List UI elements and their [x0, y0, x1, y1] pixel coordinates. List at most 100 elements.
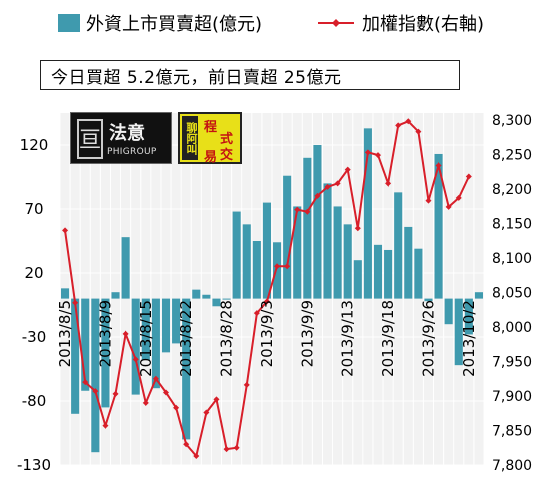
bar: [91, 298, 100, 453]
x-axis-tick-label: 2013/10/2: [460, 300, 478, 377]
index-point: [213, 396, 220, 403]
index-point: [425, 197, 432, 204]
index-point: [304, 208, 311, 215]
bar: [373, 244, 383, 299]
index-point: [334, 180, 341, 187]
x-axis-tick-label: 2013/9/18: [379, 300, 397, 377]
index-point: [163, 389, 169, 396]
bar: [172, 298, 181, 344]
badge-side-text: 聊阿叫: [182, 116, 198, 160]
right-axis-tick-label: 8,300: [492, 113, 532, 129]
bar: [464, 298, 473, 335]
trading-badge-logo: 聊阿叫 程 式 交 易: [178, 112, 242, 165]
index-point: [465, 173, 472, 180]
bar: [212, 298, 221, 307]
bar: [394, 192, 403, 299]
bar: [404, 226, 413, 299]
badge-glyph-2: 式: [220, 132, 234, 147]
index-point: [203, 409, 210, 416]
bar-series: [61, 128, 483, 453]
index-point: [435, 162, 442, 169]
left-axis-tick-label: -130: [17, 456, 51, 474]
left-axis-tick-label: 20: [24, 264, 43, 282]
index-point: [284, 263, 291, 270]
right-axis-tick-label: 8,250: [492, 147, 532, 163]
bar: [151, 298, 160, 389]
index-point: [152, 375, 159, 382]
bar: [414, 248, 423, 299]
index-point: [132, 356, 139, 363]
bar: [384, 249, 393, 299]
bar: [273, 242, 282, 299]
legend-bar-label: 外資上市買賣超(億元): [86, 14, 263, 35]
index-point: [183, 441, 190, 448]
right-axis-tick-label: 7,800: [492, 458, 532, 474]
index-point: [405, 118, 412, 125]
badge-glyph-4: 易: [204, 150, 218, 165]
bar: [202, 294, 211, 299]
bar: [111, 292, 120, 299]
bar: [424, 298, 433, 302]
index-point: [415, 128, 422, 135]
index-point: [243, 381, 250, 388]
bar: [192, 289, 201, 299]
bar: [222, 298, 231, 300]
badge-glyph-3: 交: [220, 148, 234, 163]
x-axis-tick-label: 2013/8/5: [56, 300, 74, 367]
bar: [81, 298, 90, 391]
index-point: [364, 149, 371, 156]
right-axis-tick-label: 8,200: [492, 182, 532, 198]
index-point: [375, 152, 381, 159]
bar: [303, 157, 312, 299]
legend-line-label: 加權指數(右軸): [362, 14, 485, 35]
index-point: [344, 166, 351, 173]
bar: [61, 288, 70, 299]
index-point: [354, 225, 361, 232]
badge-glyph-1: 程: [204, 120, 218, 135]
right-axis-tick-label: 7,950: [492, 354, 532, 370]
bar: [101, 298, 110, 408]
axes: 120 70 20 -30 -80 -130 8,300 8,250 8,200 8,150 8,1…: [17, 113, 532, 474]
index-point: [102, 422, 109, 429]
phigroup-logo-sub: PHIGROUP: [107, 147, 157, 157]
index-point: [385, 180, 392, 187]
legend-bar-entry: 外資上市買賣超(億元): [58, 10, 262, 36]
x-axis-tick-label: 2013/9/26: [419, 300, 437, 377]
bar: [131, 298, 140, 395]
index-point: [112, 390, 119, 397]
right-axis-tick-label: 7,850: [492, 423, 532, 439]
right-axis-tick-label: 8,000: [492, 320, 532, 336]
right-axis-tick-label: 7,900: [492, 389, 532, 405]
plot-area: [59, 113, 485, 466]
index-point: [324, 183, 331, 190]
bar: [333, 206, 342, 299]
left-axis-tick-label: -80: [22, 392, 47, 410]
index-point: [142, 399, 149, 406]
bar: [283, 175, 292, 299]
bar: [121, 237, 130, 299]
index-point: [294, 206, 301, 213]
index-point: [455, 194, 462, 201]
bar: [444, 298, 453, 325]
index-point: [122, 330, 129, 337]
bar: [363, 128, 372, 299]
right-axis-tick-label: 8,100: [492, 251, 532, 267]
x-axis-tick-label: 2013/9/3: [258, 300, 276, 367]
bar: [353, 260, 362, 299]
index-point: [193, 453, 200, 460]
left-axis-tick-label: -30: [22, 328, 47, 346]
index-point: [82, 379, 89, 386]
x-axis-tick-label: 2013/9/9: [298, 300, 316, 367]
bar: [71, 298, 80, 414]
legend-line-swatch: [318, 19, 354, 27]
phigroup-logo: 亘 法意 PHIGROUP: [70, 112, 172, 164]
bar: [323, 183, 332, 299]
right-axis-tick-label: 8,050: [492, 285, 532, 301]
legend-line-entry: 加權指數(右軸): [316, 10, 484, 36]
bar: [343, 224, 352, 299]
index-point: [395, 122, 402, 129]
bar: [141, 298, 150, 361]
bar: [252, 241, 261, 299]
bar: [242, 224, 251, 299]
